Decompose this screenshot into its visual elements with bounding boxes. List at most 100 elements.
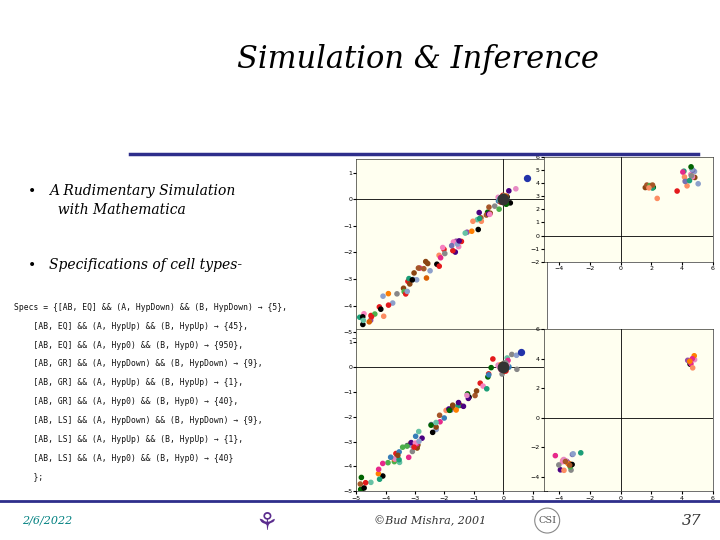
Point bbox=[453, 242, 464, 251]
Point bbox=[498, 191, 509, 200]
Point bbox=[505, 199, 516, 207]
Point bbox=[498, 198, 510, 207]
Point bbox=[447, 401, 459, 409]
Point bbox=[499, 194, 510, 202]
Point bbox=[497, 193, 508, 202]
Point bbox=[377, 459, 389, 468]
Point bbox=[357, 320, 369, 329]
Point bbox=[390, 449, 402, 458]
Point bbox=[451, 240, 463, 248]
Point bbox=[398, 287, 410, 296]
Point bbox=[420, 274, 432, 282]
Point bbox=[369, 310, 381, 319]
Point bbox=[553, 461, 564, 469]
Point bbox=[497, 360, 508, 369]
Point bbox=[431, 418, 442, 427]
Point bbox=[441, 406, 452, 415]
Point bbox=[494, 196, 505, 205]
Point bbox=[689, 167, 701, 176]
Point bbox=[354, 480, 366, 488]
Point bbox=[686, 173, 698, 181]
Point bbox=[498, 197, 509, 205]
Point bbox=[498, 192, 510, 201]
Point bbox=[498, 363, 509, 372]
Point bbox=[454, 401, 466, 410]
Point bbox=[426, 420, 437, 429]
Point bbox=[407, 275, 418, 284]
Text: [AB, LS] && (A, HypDown) && (B, HypDown) → {9},: [AB, LS] && (A, HypDown) && (B, HypDown)… bbox=[14, 416, 263, 425]
Point bbox=[482, 208, 493, 217]
Text: [AB, EQ] && (A, Hyp0) && (B, Hyp0) → {950},: [AB, EQ] && (A, Hyp0) && (B, Hyp0) → {95… bbox=[14, 341, 243, 349]
Point bbox=[444, 404, 455, 413]
Point bbox=[564, 460, 575, 468]
Point bbox=[474, 379, 486, 388]
Point bbox=[397, 284, 409, 293]
Point bbox=[693, 179, 704, 188]
Point bbox=[499, 364, 510, 373]
Point bbox=[500, 361, 511, 370]
Point bbox=[496, 197, 508, 205]
Point bbox=[496, 196, 508, 205]
Point bbox=[414, 264, 426, 272]
Point bbox=[689, 355, 701, 364]
Point bbox=[684, 177, 696, 185]
Point bbox=[680, 177, 691, 186]
Text: Simulation & Inference: Simulation & Inference bbox=[237, 44, 598, 75]
Point bbox=[685, 170, 696, 179]
Point bbox=[401, 442, 413, 450]
Point bbox=[641, 181, 652, 190]
Point bbox=[498, 194, 509, 203]
Point bbox=[557, 456, 569, 464]
Point bbox=[412, 441, 423, 449]
Point bbox=[562, 457, 573, 466]
Point bbox=[365, 316, 377, 325]
Point bbox=[567, 449, 579, 458]
Point bbox=[506, 350, 518, 359]
Point bbox=[387, 299, 398, 307]
Point bbox=[647, 181, 658, 190]
Point bbox=[495, 194, 506, 202]
Point bbox=[647, 183, 659, 192]
Point bbox=[685, 360, 697, 368]
Text: ⚘: ⚘ bbox=[255, 510, 278, 535]
Point bbox=[484, 210, 495, 219]
Point bbox=[413, 427, 425, 436]
Point bbox=[487, 355, 499, 363]
Point bbox=[495, 198, 506, 206]
Point bbox=[558, 466, 570, 475]
Point bbox=[373, 465, 384, 474]
Text: ©Bud Mishra, 2001: ©Bud Mishra, 2001 bbox=[374, 515, 487, 526]
Point bbox=[373, 469, 384, 478]
Point bbox=[500, 367, 511, 375]
Point bbox=[510, 351, 522, 360]
Point bbox=[688, 352, 700, 360]
Point bbox=[549, 451, 561, 460]
Point bbox=[354, 313, 366, 322]
Point bbox=[689, 173, 701, 182]
Point bbox=[469, 392, 481, 400]
Point bbox=[501, 354, 513, 362]
Point bbox=[422, 259, 433, 268]
Point bbox=[497, 196, 508, 205]
Point bbox=[472, 215, 483, 224]
Point bbox=[483, 369, 495, 378]
Point bbox=[359, 484, 370, 492]
Point bbox=[489, 202, 500, 211]
Point bbox=[459, 229, 471, 238]
Point bbox=[481, 211, 492, 219]
Point bbox=[410, 439, 421, 448]
Point bbox=[355, 485, 366, 494]
Point bbox=[474, 214, 485, 223]
Point bbox=[499, 362, 510, 370]
Point bbox=[391, 289, 402, 298]
Point bbox=[492, 361, 504, 370]
Point bbox=[464, 393, 475, 401]
Point bbox=[383, 301, 395, 309]
Point bbox=[411, 444, 423, 453]
Point bbox=[453, 398, 464, 407]
Point bbox=[408, 443, 420, 451]
Point bbox=[358, 316, 369, 325]
Point bbox=[686, 354, 698, 363]
Point bbox=[431, 260, 443, 268]
Point bbox=[498, 359, 510, 368]
